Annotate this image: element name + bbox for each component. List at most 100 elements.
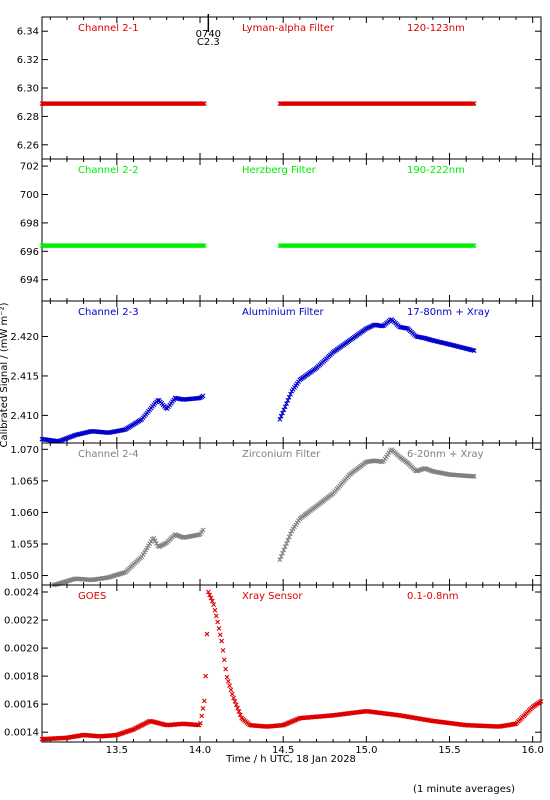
data-point: [285, 537, 291, 543]
y-tick-label: 0.0024: [4, 588, 39, 599]
data-point: [215, 619, 221, 625]
x-axis-label: Time / h UTC, 18 Jan 2028: [225, 754, 356, 765]
data-point: [422, 465, 428, 471]
panel-1: 6.26 6.28 6.30 6.32 6.34 Channel 2-1 Lyman-alp…: [17, 16, 542, 160]
data-point: [471, 474, 477, 479]
data-point: [282, 404, 288, 410]
panel-channel-name: Channel 2-3: [78, 307, 139, 318]
data-point: [111, 573, 117, 579]
data-point: [130, 727, 135, 733]
panel-filter-name: Xray Sensor: [242, 591, 303, 602]
data-point: [124, 729, 130, 734]
data-point: [146, 543, 151, 549]
data-point: [59, 580, 65, 586]
data-point: [120, 427, 126, 433]
panel-filter-name: Lyman-alpha Filter: [242, 23, 335, 34]
data-point: [280, 722, 286, 728]
data-point: [120, 730, 126, 736]
data-point: [67, 577, 73, 583]
data-series: [39, 589, 544, 742]
panel-3: 2.410 2.415 2.420 Channel 2-3 Aluminium Filt…: [10, 300, 542, 444]
data-point: [140, 552, 146, 557]
data-point: [63, 436, 69, 442]
data-point: [114, 572, 119, 578]
data-point: [123, 729, 129, 735]
data-point: [282, 544, 288, 550]
data-point: [70, 433, 75, 439]
y-tick-label: 6.34: [17, 27, 39, 38]
y-tick-label: 6.30: [17, 84, 39, 95]
data-point: [227, 683, 233, 688]
data-point: [197, 720, 203, 726]
event-marker: 0740 C2.3: [196, 14, 221, 48]
data-point: [281, 407, 287, 413]
data-point: [278, 554, 284, 559]
data-point: [208, 595, 214, 601]
data-point: [237, 712, 243, 718]
data-point: [280, 410, 285, 416]
data-point: [143, 547, 149, 553]
data-point: [471, 101, 477, 107]
data-point: [176, 533, 182, 539]
data-point: [62, 436, 68, 442]
data-point: [66, 578, 72, 584]
data-point: [538, 698, 544, 704]
data-point: [470, 347, 476, 353]
data-point: [471, 243, 477, 249]
y-tick-label: 696: [20, 247, 39, 258]
data-point: [199, 713, 205, 719]
y-tick-label: 1.055: [10, 539, 39, 550]
data-point: [281, 547, 287, 553]
data-point: [195, 722, 201, 728]
data-point: [195, 532, 201, 538]
data-point: [112, 573, 118, 578]
panel-channel-name: Channel 2-1: [78, 23, 139, 34]
y-tick-label: 6.26: [17, 140, 39, 151]
y-tick-label: 1.050: [10, 571, 39, 582]
data-point: [236, 709, 242, 714]
data-point: [62, 579, 68, 585]
data-point: [426, 467, 432, 473]
data-point: [511, 721, 517, 727]
data-point: [211, 602, 217, 608]
data-point: [229, 691, 235, 697]
footnote: (1 minute averages): [413, 784, 515, 795]
panel-filter-name: Aluminium Filter: [242, 307, 325, 318]
data-point: [118, 731, 123, 737]
data-point: [207, 592, 213, 598]
data-point: [115, 572, 121, 577]
panel-channel-name: Channel 2-2: [78, 165, 139, 176]
data-point: [403, 325, 409, 331]
data-point: [68, 434, 74, 440]
y-tick-label: 0.0022: [4, 616, 39, 627]
data-point: [63, 579, 69, 584]
y-tick-label: 2.410: [10, 411, 39, 422]
y-tick-label: 694: [20, 275, 39, 286]
data-point: [470, 101, 476, 107]
data-point: [142, 549, 147, 555]
data-point: [116, 571, 122, 577]
data-point: [284, 401, 289, 406]
data-point: [201, 101, 207, 107]
data-point: [286, 394, 292, 400]
data-point: [417, 467, 422, 473]
data-point: [60, 579, 66, 585]
y-tick-label: 702: [20, 162, 39, 173]
data-series: [39, 101, 477, 107]
y-tick-label: 0.0020: [4, 644, 39, 655]
data-point: [59, 437, 65, 443]
panels-layer: 6.26 6.28 6.30 6.32 6.34 Channel 2-1 Lyman-alp…: [4, 16, 544, 756]
data-point: [220, 648, 226, 653]
data-point: [200, 243, 206, 249]
data-series: [39, 243, 477, 249]
data-point: [415, 468, 421, 474]
data-point: [60, 437, 66, 443]
data-point: [70, 577, 75, 582]
data-point: [221, 657, 227, 663]
x-tick-label: 16.0: [522, 745, 544, 756]
data-point: [212, 607, 218, 613]
y-tick-label: 698: [20, 218, 39, 229]
data-point: [288, 391, 293, 397]
data-point: [66, 435, 72, 441]
data-point: [64, 578, 70, 584]
